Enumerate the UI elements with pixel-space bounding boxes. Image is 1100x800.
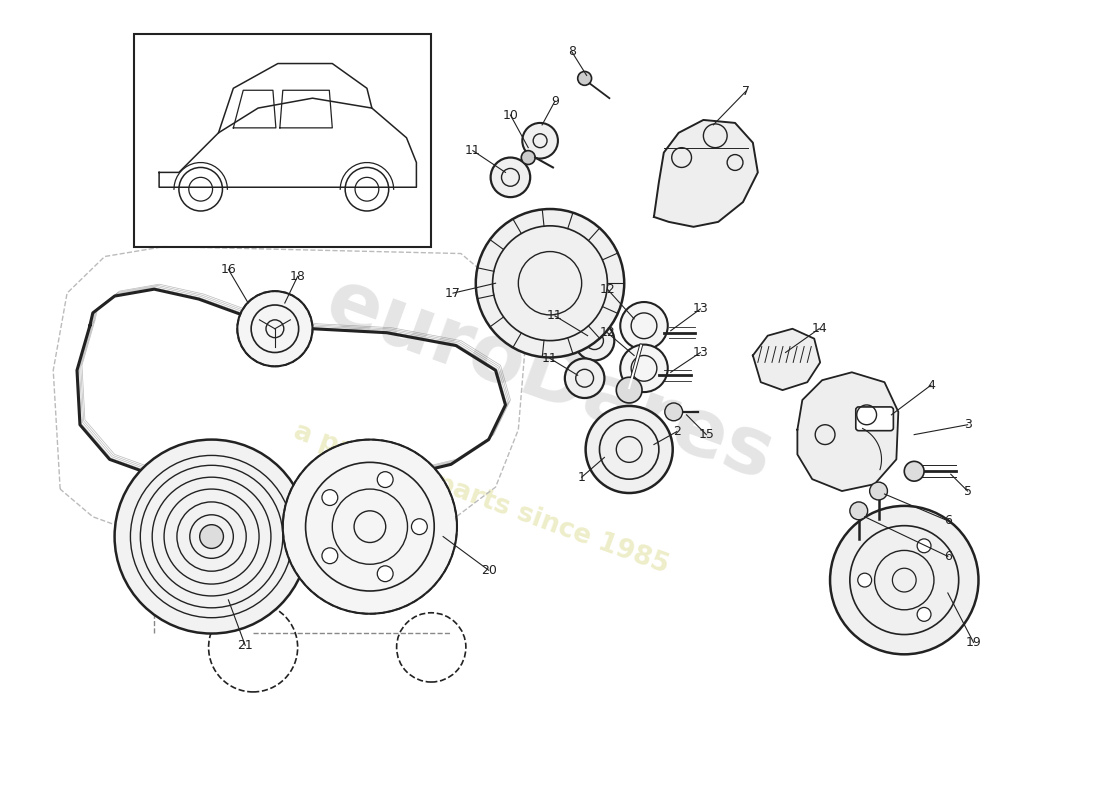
Text: 16: 16 xyxy=(220,263,236,276)
Circle shape xyxy=(850,502,868,520)
Text: 2: 2 xyxy=(673,425,681,438)
Circle shape xyxy=(283,439,456,614)
Text: 11: 11 xyxy=(465,144,481,157)
Text: 8: 8 xyxy=(568,45,575,58)
Text: 1: 1 xyxy=(578,470,585,484)
Text: 11: 11 xyxy=(542,352,558,365)
Text: 10: 10 xyxy=(503,109,518,122)
Circle shape xyxy=(858,573,871,587)
Text: 12: 12 xyxy=(600,282,615,296)
Text: 6: 6 xyxy=(944,550,952,563)
Circle shape xyxy=(616,378,642,403)
Text: 13: 13 xyxy=(693,346,708,359)
Text: 17: 17 xyxy=(446,286,461,300)
Circle shape xyxy=(491,158,530,197)
Circle shape xyxy=(578,71,592,86)
Circle shape xyxy=(574,321,614,361)
Text: 3: 3 xyxy=(964,418,971,431)
Text: 11: 11 xyxy=(547,310,563,322)
Circle shape xyxy=(664,403,683,421)
Circle shape xyxy=(620,302,668,350)
FancyBboxPatch shape xyxy=(856,407,893,430)
Circle shape xyxy=(521,150,536,165)
Circle shape xyxy=(377,472,393,487)
Text: 7: 7 xyxy=(741,85,750,98)
Text: 20: 20 xyxy=(481,564,496,577)
Text: 21: 21 xyxy=(238,639,253,652)
Circle shape xyxy=(620,345,668,392)
Circle shape xyxy=(377,566,393,582)
Circle shape xyxy=(322,548,338,564)
Text: a part for parts since 1985: a part for parts since 1985 xyxy=(289,418,672,579)
Polygon shape xyxy=(653,120,758,227)
Text: 5: 5 xyxy=(964,485,971,498)
Circle shape xyxy=(411,518,427,534)
Circle shape xyxy=(870,482,888,500)
Circle shape xyxy=(238,291,312,366)
Polygon shape xyxy=(752,329,821,390)
Circle shape xyxy=(522,123,558,158)
Text: 13: 13 xyxy=(693,302,708,315)
Polygon shape xyxy=(798,372,899,491)
Text: 6: 6 xyxy=(944,514,952,527)
Circle shape xyxy=(322,490,338,506)
Circle shape xyxy=(476,209,624,358)
Text: 12: 12 xyxy=(600,326,615,339)
Text: 4: 4 xyxy=(927,378,935,392)
Circle shape xyxy=(904,462,924,481)
Text: 15: 15 xyxy=(698,428,714,441)
Text: 14: 14 xyxy=(812,322,827,335)
Circle shape xyxy=(830,506,979,654)
Text: 9: 9 xyxy=(551,94,559,108)
Circle shape xyxy=(564,358,604,398)
Text: euroDares: euroDares xyxy=(316,263,784,498)
Text: 18: 18 xyxy=(289,270,306,283)
Circle shape xyxy=(917,539,931,553)
Circle shape xyxy=(114,439,308,634)
Bar xyxy=(134,34,431,246)
Circle shape xyxy=(200,525,223,549)
Circle shape xyxy=(585,406,673,493)
Text: 19: 19 xyxy=(966,636,981,649)
Circle shape xyxy=(917,607,931,622)
